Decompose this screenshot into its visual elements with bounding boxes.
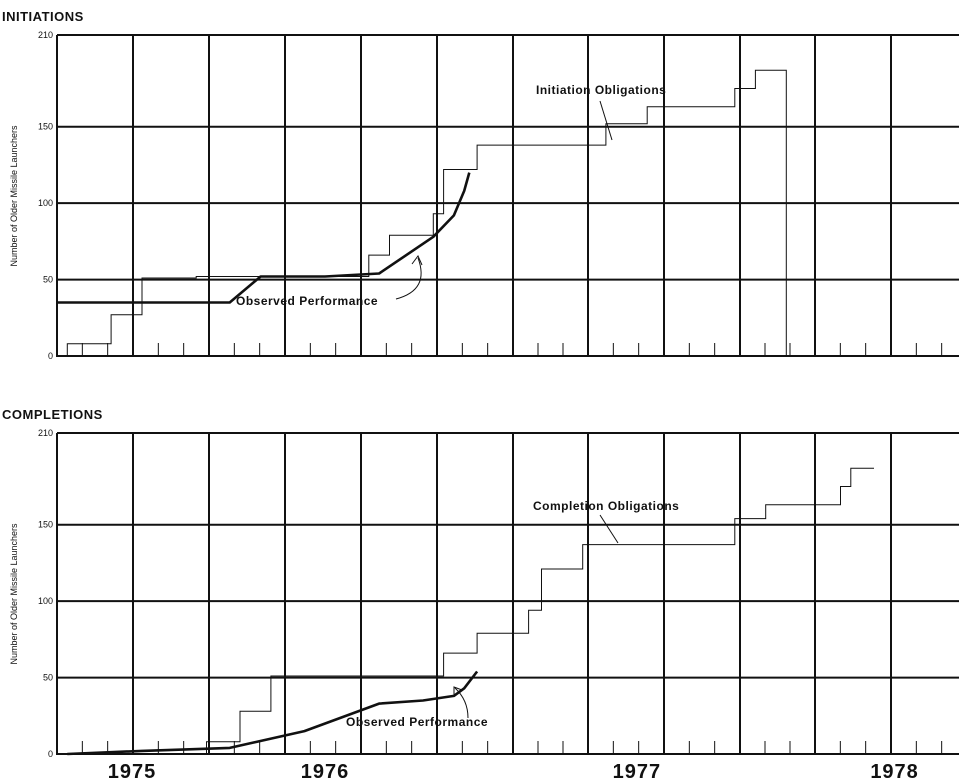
y-tick-label: 0 <box>48 351 53 361</box>
initiations-series <box>57 69 787 356</box>
y-tick-label: 210 <box>38 428 53 438</box>
initiation-obligations-label: Initiation Obligations <box>536 83 666 97</box>
y-tick-label: 150 <box>38 520 53 530</box>
y-tick-label: 210 <box>38 30 53 40</box>
initiations-initiation-obligations-line <box>66 69 787 356</box>
completions-observed-performance-label: Observed Performance <box>346 715 488 729</box>
initiations-observed-performance-leader <box>395 257 422 300</box>
initiations-title: INITIATIONS <box>2 9 84 24</box>
initiations-annotations: Initiation Obligations Observed Performa… <box>236 83 666 308</box>
y-tick-label: 150 <box>38 122 53 132</box>
y-tick-label: 50 <box>43 275 53 285</box>
completions-panel: COMPLETIONS 0 50 100 150 210 Number of Older… <box>2 407 959 759</box>
initiations-y-ticks: 0 50 100 150 210 <box>38 30 53 361</box>
completion-obligations-label: Completion Obligations <box>533 499 679 513</box>
initiation-obligations-leader <box>599 100 613 141</box>
plot-frame <box>56 432 959 755</box>
y-tick-label: 100 <box>38 198 53 208</box>
y-tick-label: 50 <box>43 673 53 683</box>
year-label: 1975 <box>108 761 157 783</box>
x-axis-year-labels: 1975 1976 1977 1978 <box>108 761 919 783</box>
y-tick-label: 0 <box>48 749 53 759</box>
completion-obligations-leader <box>599 514 619 544</box>
completions-completion-obligations-line <box>206 467 874 754</box>
completions-annotations: Completion Obligations Observed Performa… <box>346 499 679 729</box>
initiations-observed-performance-label: Observed Performance <box>236 294 378 308</box>
completions-y-axis-label: Number of Older Missile Launchers <box>9 523 19 665</box>
completions-observed-performance-line <box>67 670 479 756</box>
initiations-panel: INITIATIONS 0 50 100 150 210 Number of Older… <box>2 9 959 361</box>
y-tick-label: 100 <box>38 596 53 606</box>
completions-y-ticks: 0 50 100 150 210 <box>38 428 53 759</box>
initiations-observed-performance-line <box>57 172 471 304</box>
completions-observed-performance-arrowhead <box>453 686 463 696</box>
year-label: 1978 <box>870 761 919 783</box>
completions-title: COMPLETIONS <box>2 407 103 422</box>
completions-observed-performance-leader <box>454 687 469 719</box>
completions-series <box>67 467 874 756</box>
year-label: 1976 <box>301 761 350 783</box>
completions-grid <box>56 432 959 755</box>
initiations-observed-performance-arrowhead <box>411 255 423 266</box>
initiations-grid <box>56 34 959 357</box>
initiations-y-axis-label: Number of Older Missile Launchers <box>9 125 19 267</box>
plot-frame <box>56 34 959 357</box>
year-label: 1977 <box>613 761 662 783</box>
